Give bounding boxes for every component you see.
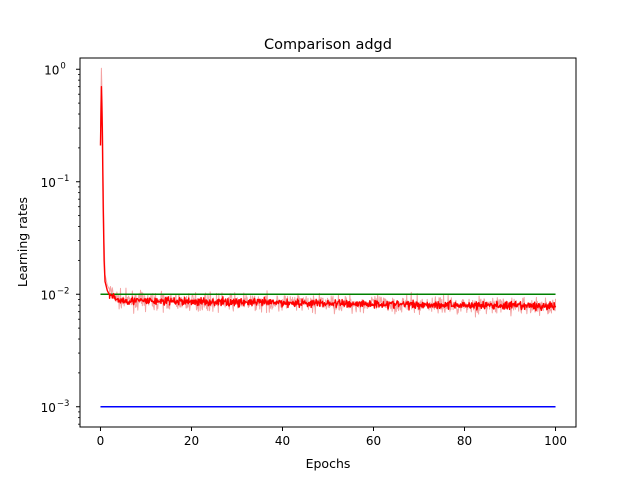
axes-frame: [79, 57, 577, 428]
y-axis-label: Learning rates: [15, 197, 30, 287]
y-tick-label-0: 10−3: [41, 399, 70, 415]
chart-title: Comparison adgd: [264, 37, 392, 53]
y-tick-exponent-3: 0: [60, 61, 65, 71]
series-line-smoothed-3: [99, 85, 557, 312]
x-tick-label-3: 60: [366, 434, 381, 448]
x-tick-label-4: 80: [457, 434, 472, 448]
y-axis: 10−3 10−2 10−1 100: [41, 61, 80, 425]
x-tick-label-0: 0: [97, 434, 105, 448]
x-axis-label: Epochs: [306, 456, 351, 471]
y-tick-exponent-1: −2: [57, 286, 70, 296]
x-axis: 0 20 40 60 80 100: [97, 427, 567, 448]
x-tick-label-1: 20: [184, 434, 199, 448]
y-tick-label-1: 10−2: [41, 286, 70, 302]
y-tick-label-2: 10−1: [41, 174, 70, 190]
x-tick-label-5: 100: [544, 434, 567, 448]
y-tick-label-3: 100: [44, 61, 66, 77]
x-tick-label-2: 40: [275, 434, 290, 448]
series-line-raw-0: [99, 67, 557, 318]
y-tick-exponent-0: −3: [57, 399, 70, 409]
y-tick-exponent-2: −1: [57, 174, 70, 184]
series-layer: [99, 67, 557, 408]
